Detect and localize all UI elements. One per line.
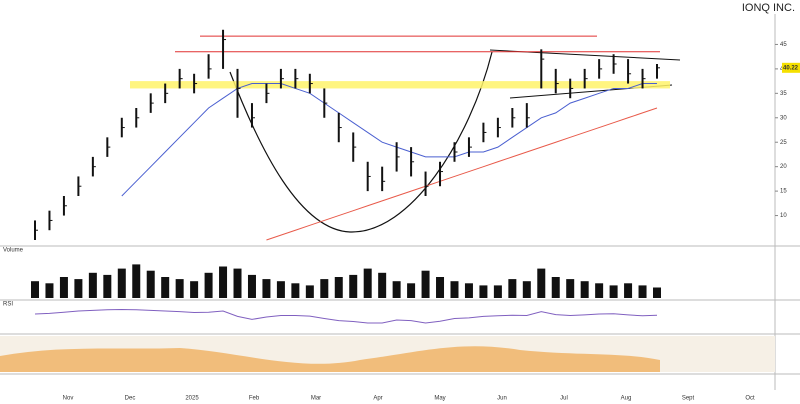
volume-bar [219, 266, 228, 298]
y-tick-label: 20 [780, 164, 787, 170]
x-tick-label: Feb [249, 396, 260, 402]
volume-bar [233, 268, 242, 298]
y-tick-label: 25 [780, 140, 787, 146]
volume-bar [378, 272, 387, 298]
volume-bar [595, 283, 604, 298]
volume-bar [31, 281, 39, 298]
volume-bar [479, 285, 488, 298]
chart-title: IONQ INC. [742, 2, 795, 14]
x-tick-label: Jun [497, 396, 507, 402]
volume-bar [624, 283, 633, 298]
x-tick-label: May [434, 396, 445, 402]
volume-bar [175, 279, 184, 298]
volume-bar [334, 277, 343, 298]
volume-bar [204, 272, 213, 298]
volume-bar [247, 274, 256, 298]
volume-bar [493, 285, 502, 298]
volume-bar [291, 283, 300, 298]
y-tick-label: 35 [780, 91, 787, 97]
volume-bar [638, 285, 647, 298]
indicator-area [0, 346, 660, 372]
volume-bar [305, 285, 314, 298]
volume-bar [88, 272, 97, 298]
volume-bar [609, 285, 618, 298]
volume-bar [580, 281, 589, 298]
volume-bar [392, 281, 401, 298]
volume-bar [262, 279, 271, 298]
y-tick-label: 30 [780, 115, 787, 121]
volume-bar [190, 281, 199, 298]
y-tick-label: 45 [780, 42, 787, 48]
volume-bar [450, 281, 459, 298]
volume-bar [464, 283, 473, 298]
volume-bar [363, 268, 372, 298]
cup-pattern [229, 51, 493, 233]
volume-bar [59, 277, 68, 298]
volume-bar [276, 281, 285, 298]
volume-bar [421, 270, 430, 298]
volume-bar [566, 279, 575, 298]
volume-bar [349, 274, 358, 298]
rsi-line [34, 308, 658, 324]
x-tick-label: Jul [560, 396, 568, 402]
volume-bar [320, 279, 329, 298]
volume-bar [74, 279, 83, 298]
x-tick-label: Sept [682, 396, 695, 402]
volume-bar [117, 268, 126, 298]
volume-bar [132, 264, 141, 298]
panel-label: RSI [3, 302, 13, 308]
x-tick-label: Oct [745, 396, 755, 402]
volume-bar [146, 270, 155, 298]
x-tick-label: Apr [373, 396, 382, 402]
support-zone [130, 81, 670, 89]
x-tick-label: Mar [311, 396, 321, 402]
panel-label: Volume [3, 248, 24, 254]
ma-line [266, 107, 658, 241]
volume-bar [551, 277, 560, 298]
price-tag-label: 40.22 [783, 65, 799, 71]
x-tick-label: Dec [125, 396, 136, 402]
volume-bar [161, 277, 170, 298]
volume-bar [407, 283, 416, 298]
ma-line [121, 83, 657, 197]
x-tick-label: Nov [63, 396, 74, 402]
price-tag [782, 62, 800, 73]
volume-bar [103, 274, 112, 298]
volume-bar [653, 287, 661, 298]
x-tick-label: Aug [621, 396, 632, 402]
y-tick-label: 15 [780, 189, 787, 195]
y-tick-label: 10 [780, 213, 787, 219]
volume-bar [522, 281, 531, 298]
volume-bar [537, 268, 546, 298]
volume-bar [436, 277, 445, 298]
x-tick-label: 2025 [185, 396, 199, 402]
volume-bar [508, 279, 517, 298]
volume-bar [45, 283, 54, 298]
